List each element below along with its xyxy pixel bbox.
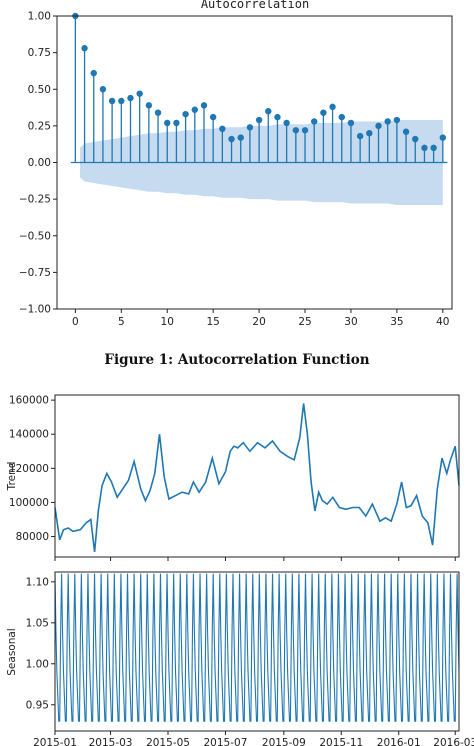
acf-point — [228, 135, 235, 143]
acf-point — [338, 113, 345, 121]
trend-ylabel: Trend — [6, 462, 18, 492]
acf-point — [118, 97, 125, 105]
acf-plot-frame — [56, 15, 453, 310]
trend-ticks: 80000 100000 120000 140000 160000 — [9, 395, 456, 561]
seasonal-ytick-label: 1.05 — [26, 617, 49, 629]
acf-point — [439, 134, 447, 141]
acf-point — [255, 116, 263, 124]
seasonal-xtick-label: 2015-03 — [89, 737, 133, 746]
acf-xtick-label: 15 — [206, 316, 219, 328]
acf-point — [402, 128, 410, 135]
figure-caption: Figure 1: Autocorrelation Function — [104, 352, 369, 368]
seasonal-xtick-label: 2015-01 — [33, 737, 77, 746]
seasonal-xtick-label: 2015-11 — [319, 737, 363, 746]
acf-xtick-label: 5 — [118, 316, 125, 328]
acf-stems — [72, 12, 447, 163]
acf-ticks: −1.00 −0.75 −0.50 −0.25 0.00 0.25 0.50 0.75 1.00… — [19, 11, 450, 329]
acf-point — [127, 94, 134, 102]
trend-ytick-label: 100000 — [9, 497, 49, 509]
seasonal-ytick-label: 0.95 — [26, 699, 49, 711]
seasonal-plot-frame — [54, 571, 460, 732]
acf-point — [430, 144, 437, 152]
seasonal-ylabel: Seasonal — [6, 628, 18, 675]
trend-ytick-label: 120000 — [9, 463, 49, 475]
trend-ytick-label: 140000 — [9, 429, 49, 441]
seasonal-ytick-label: 1.00 — [26, 658, 49, 670]
acf-point — [81, 45, 88, 52]
acf-point — [421, 144, 428, 152]
acf-ytick-label: −0.25 — [19, 194, 51, 206]
acf-xtick-label: 40 — [436, 316, 449, 328]
acf-ytick-label: 0.75 — [28, 47, 51, 59]
acf-point — [311, 118, 318, 125]
seasonal-x-ticks: 2015-01 2015-03 2015-05 2015-07 2015-09 2015-… — [33, 731, 474, 746]
acf-ytick-label: 0.50 — [28, 84, 51, 96]
trend-plot-frame — [54, 394, 460, 558]
acf-xtick-label: 20 — [252, 316, 265, 328]
acf-point — [366, 130, 373, 137]
acf-point — [145, 102, 153, 109]
acf-point — [164, 119, 171, 127]
acf-point — [356, 132, 364, 140]
acf-point — [329, 103, 336, 111]
seasonal-ticks: 0.95 1.00 1.05 1.10 — [26, 576, 55, 711]
seasonal-ytick-label: 1.10 — [26, 576, 49, 588]
acf-point — [375, 122, 382, 130]
acf-chart: Autocorrelation −1.00 −0.75 −0.50 −0.25 0.00… — [19, 0, 453, 329]
acf-point — [320, 109, 327, 116]
acf-ytick-label: 0.25 — [28, 120, 51, 132]
acf-point — [292, 127, 300, 134]
acf-point — [274, 113, 281, 121]
acf-point — [90, 69, 97, 77]
seasonal-xtick-label: 2016-03 — [433, 737, 474, 746]
acf-point — [191, 106, 198, 113]
acf-point — [108, 97, 116, 105]
seasonal-xtick-label: 2015-07 — [204, 737, 248, 746]
acf-xtick-label: 0 — [72, 316, 79, 328]
acf-point — [246, 124, 254, 131]
acf-xtick-label: 30 — [344, 316, 357, 328]
acf-point — [393, 116, 401, 124]
trend-ytick-label: 80000 — [16, 531, 49, 543]
seasonal-xtick-label: 2016-01 — [377, 737, 421, 746]
seasonal-series-line — [54, 573, 460, 722]
acf-point — [412, 135, 419, 143]
acf-ytick-label: 0.00 — [28, 157, 51, 169]
acf-ytick-label: −0.50 — [19, 230, 51, 242]
acf-point — [182, 110, 189, 118]
acf-point — [173, 119, 180, 127]
acf-point — [237, 134, 244, 141]
acf-point — [136, 90, 143, 97]
acf-ytick-label: 1.00 — [28, 11, 51, 23]
acf-ytick-label: −0.75 — [19, 267, 51, 279]
seasonal-chart: 0.95 1.00 1.05 1.10 Seasonal 2015-01 2015-03… — [6, 571, 474, 746]
acf-point — [200, 102, 208, 109]
acf-point — [219, 125, 226, 133]
trend-chart: 80000 100000 120000 140000 160000 Trend — [6, 394, 460, 561]
trend-ytick-label: 160000 — [9, 395, 49, 407]
trend-series-line — [54, 403, 460, 552]
acf-ytick-label: −1.00 — [19, 304, 51, 316]
seasonal-xtick-label: 2015-09 — [262, 737, 306, 746]
acf-point — [154, 109, 162, 116]
acf-point — [265, 108, 272, 115]
seasonal-xtick-label: 2015-05 — [146, 737, 190, 746]
acf-point — [384, 118, 391, 125]
acf-xtick-label: 35 — [390, 316, 403, 328]
acf-point — [283, 119, 290, 127]
acf-xtick-label: 10 — [161, 316, 174, 328]
acf-title: Autocorrelation — [201, 0, 309, 11]
acf-point — [301, 127, 309, 134]
acf-point — [99, 86, 107, 93]
acf-xtick-label: 25 — [298, 316, 311, 328]
acf-point — [347, 119, 355, 127]
acf-point — [209, 113, 217, 121]
